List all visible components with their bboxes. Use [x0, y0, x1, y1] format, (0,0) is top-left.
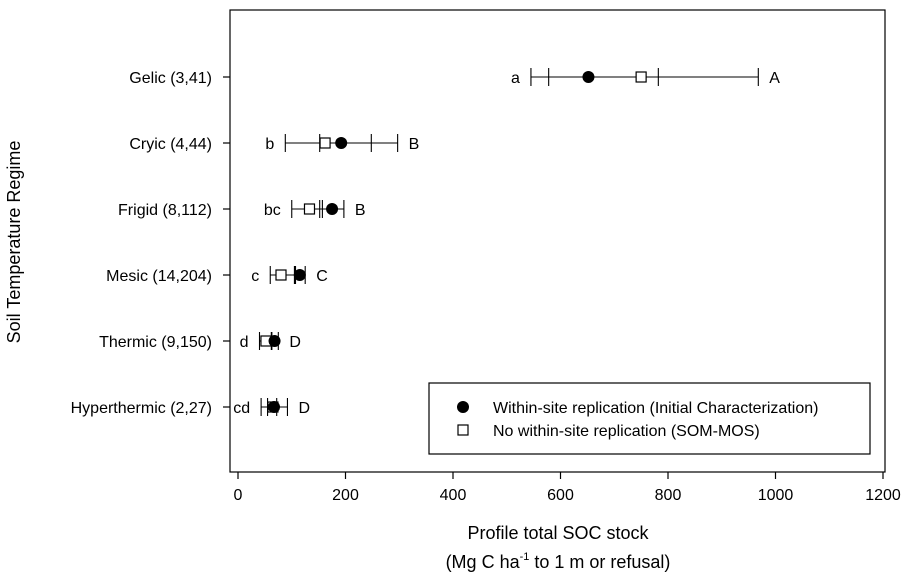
- y-tick-label: Gelic (3,41): [129, 70, 212, 87]
- point-no-within-site: [303, 203, 316, 215]
- y-tick-label: Thermic (9,150): [99, 334, 212, 351]
- legend-box: [428, 382, 871, 455]
- x-axis-ticks: 0 200 400 600 800 1000 1200: [234, 472, 901, 504]
- point-within-site: [326, 203, 339, 215]
- group-letter-lower: b: [265, 136, 274, 153]
- point-within-site: [268, 401, 281, 413]
- y-axis-title: Soil Temperature Regime: [4, 141, 24, 344]
- group-letter-upper: C: [316, 268, 328, 285]
- point-within-site: [582, 71, 595, 83]
- x-tick-label: 600: [547, 487, 574, 504]
- plot-frame: [229, 9, 886, 473]
- legend-marker-no-within-site: [457, 424, 469, 436]
- y-axis-category-labels: Gelic (3,41) Cryic (4,44) Frigid (8,112) Me…: [71, 70, 230, 417]
- group-letter-lower: cd: [233, 400, 250, 417]
- group-letter-lower: c: [251, 268, 259, 285]
- x-tick-label: 1200: [865, 487, 901, 504]
- point-within-site: [268, 335, 281, 347]
- group-letter-upper: D: [289, 334, 301, 351]
- point-no-within-site: [319, 137, 331, 149]
- y-tick-label: Cryic (4,44): [129, 136, 212, 153]
- y-tick-label: Frigid (8,112): [118, 202, 212, 219]
- group-letter-upper: B: [409, 136, 420, 153]
- x-axis-title-line1: Profile total SOC stock: [467, 523, 649, 543]
- group-letter-lower: bc: [264, 202, 281, 219]
- group-letter-upper: D: [298, 400, 310, 417]
- point-within-site: [335, 137, 348, 149]
- point-no-within-site: [635, 71, 647, 83]
- data-marks: a Ab Bbc Bc Cd Dcd D: [233, 68, 780, 417]
- x-axis-title-line2: (Mg C ha-1 to 1 m or refusal): [446, 551, 671, 572]
- x-tick-label: 200: [332, 487, 359, 504]
- legend: Within-site replication (Initial Charact…: [428, 382, 871, 455]
- y-tick-label: Hyperthermic (2,27): [71, 400, 212, 417]
- group-letter-lower: a: [511, 70, 520, 87]
- x-tick-label: 400: [440, 487, 467, 504]
- group-letter-lower: d: [240, 334, 249, 351]
- point-no-within-site: [275, 269, 287, 281]
- x-tick-label: 0: [234, 487, 243, 504]
- x-tick-label: 1000: [758, 487, 794, 504]
- group-letter-upper: B: [355, 202, 366, 219]
- x-tick-label: 800: [655, 487, 682, 504]
- y-tick-label: Mesic (14,204): [106, 268, 212, 285]
- point-within-site: [293, 269, 306, 281]
- legend-label-no-within-site: No within-site replication (SOM-MOS): [493, 423, 760, 440]
- group-letter-upper: A: [769, 70, 780, 87]
- legend-marker-within-site: [457, 401, 469, 413]
- legend-label-within-site: Within-site replication (Initial Charact…: [493, 400, 818, 417]
